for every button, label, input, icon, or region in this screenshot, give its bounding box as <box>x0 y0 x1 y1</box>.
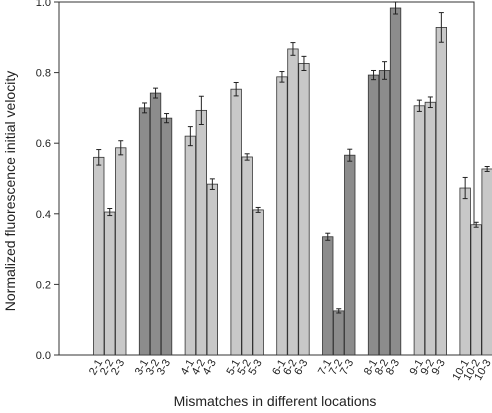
y-tick-label: 0.8 <box>36 68 51 80</box>
y-tick-label: 0.2 <box>36 279 51 291</box>
bar-4-1 <box>184 135 197 356</box>
x-axis-title: Mismatches in different locations <box>174 393 377 409</box>
bar-10-2 <box>470 224 482 356</box>
x-tick-label-9-3: 9-3 <box>430 358 448 378</box>
y-tick-label: 1.0 <box>36 0 51 9</box>
bar-9-2 <box>424 101 437 356</box>
x-tick-label-2-3: 2-3 <box>109 358 127 378</box>
bar-7-1 <box>322 236 334 356</box>
bar-2-3 <box>115 147 127 356</box>
bar-7-2 <box>333 310 345 356</box>
y-tick-label: 0.6 <box>36 138 51 150</box>
bar-5-2 <box>241 156 253 356</box>
bar-5-3 <box>252 209 264 356</box>
bar-4-3 <box>206 183 219 356</box>
bar-3-2 <box>149 92 162 356</box>
bar-2-2 <box>104 211 116 356</box>
bar-8-3 <box>389 7 402 356</box>
plot-border <box>58 1 475 356</box>
bar-8-1 <box>367 74 380 356</box>
y-axis-title: Normalized fluorescence initial velocity <box>2 71 18 311</box>
bar-7-3 <box>344 154 356 356</box>
x-tick-label-4-3: 4-3 <box>201 358 219 378</box>
x-tick-label-5-3: 5-3 <box>246 358 264 378</box>
bar-4-2 <box>195 109 208 356</box>
y-axis: 0.0 0.2 0.4 0.6 0.8 1.0 <box>36 0 59 362</box>
bar-5-1 <box>230 88 242 356</box>
x-tick-label-7-3: 7-3 <box>338 358 356 378</box>
bar-2-1 <box>93 156 105 356</box>
x-tick-label-6-3: 6-3 <box>292 358 310 378</box>
bar-10-1 <box>459 187 471 356</box>
y-tick-label: 0.0 <box>36 350 51 362</box>
x-tick-label-8-3: 8-3 <box>384 358 402 378</box>
y-tick-label: 0.4 <box>36 209 51 221</box>
x-axis-labels: 2-12-22-3 3-13-23-3 4-14-24-3 5-15-25-3 6-16… <box>87 358 492 383</box>
bar-6-3 <box>298 63 310 356</box>
bar-6-1 <box>276 76 288 356</box>
bar-8-2 <box>378 70 391 356</box>
x-tick-label-3-3: 3-3 <box>155 358 173 378</box>
plot-frame <box>58 1 475 356</box>
bar-9-3 <box>435 27 448 356</box>
bar-3-1 <box>138 107 151 356</box>
bar-3-3 <box>160 117 173 356</box>
error-bars-layer <box>96 1 490 314</box>
bar-6-2 <box>287 48 299 356</box>
bar-10-3 <box>481 168 492 356</box>
bar-9-1 <box>413 105 426 356</box>
bars-layer <box>93 7 492 356</box>
